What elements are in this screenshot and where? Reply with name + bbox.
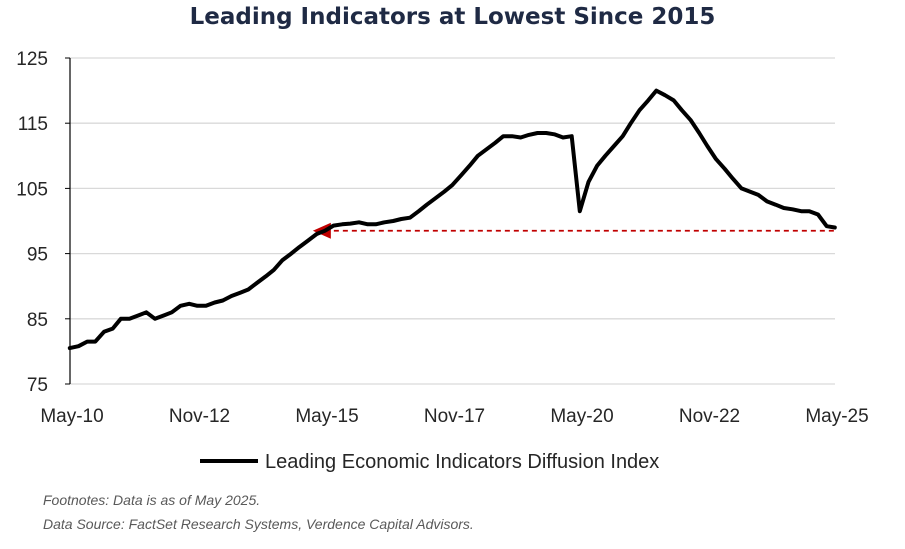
legend-label: Leading Economic Indicators Diffusion In… [265, 451, 659, 473]
y-tick-label: 75 [27, 375, 48, 396]
x-tick-label: May-25 [805, 406, 868, 427]
x-tick-label: Nov-17 [424, 406, 485, 427]
series-line-leading-economic-indicators [67, 88, 837, 351]
legend: Leading Economic Indicators Diffusion In… [200, 451, 659, 473]
x-tick-label: May-20 [550, 406, 613, 427]
x-tick-label: Nov-12 [169, 406, 230, 427]
x-tick-label: May-10 [40, 406, 103, 427]
grid-lines [70, 57, 835, 385]
y-tick-label: 85 [27, 310, 48, 331]
y-tick-label: 95 [27, 245, 48, 266]
y-axis-ticks: 75 85 95 105 115 125 [16, 49, 70, 396]
annotations [312, 222, 835, 239]
y-tick-label: 125 [16, 49, 48, 70]
footnote-line-2: Data Source: FactSet Research Systems, V… [43, 516, 474, 532]
footnote-line-1: Footnotes: Data is as of May 2025. [43, 492, 261, 508]
x-axis-ticks: May-10 Nov-12 May-15 Nov-17 May-20 Nov-22 May-… [40, 406, 868, 427]
y-tick-label: 105 [16, 179, 48, 200]
x-tick-label: May-15 [295, 406, 358, 427]
y-tick-label: 115 [18, 114, 48, 135]
chart-title: Leading Indicators at Lowest Since 2015 [189, 4, 716, 30]
x-tick-label: Nov-22 [679, 406, 740, 427]
